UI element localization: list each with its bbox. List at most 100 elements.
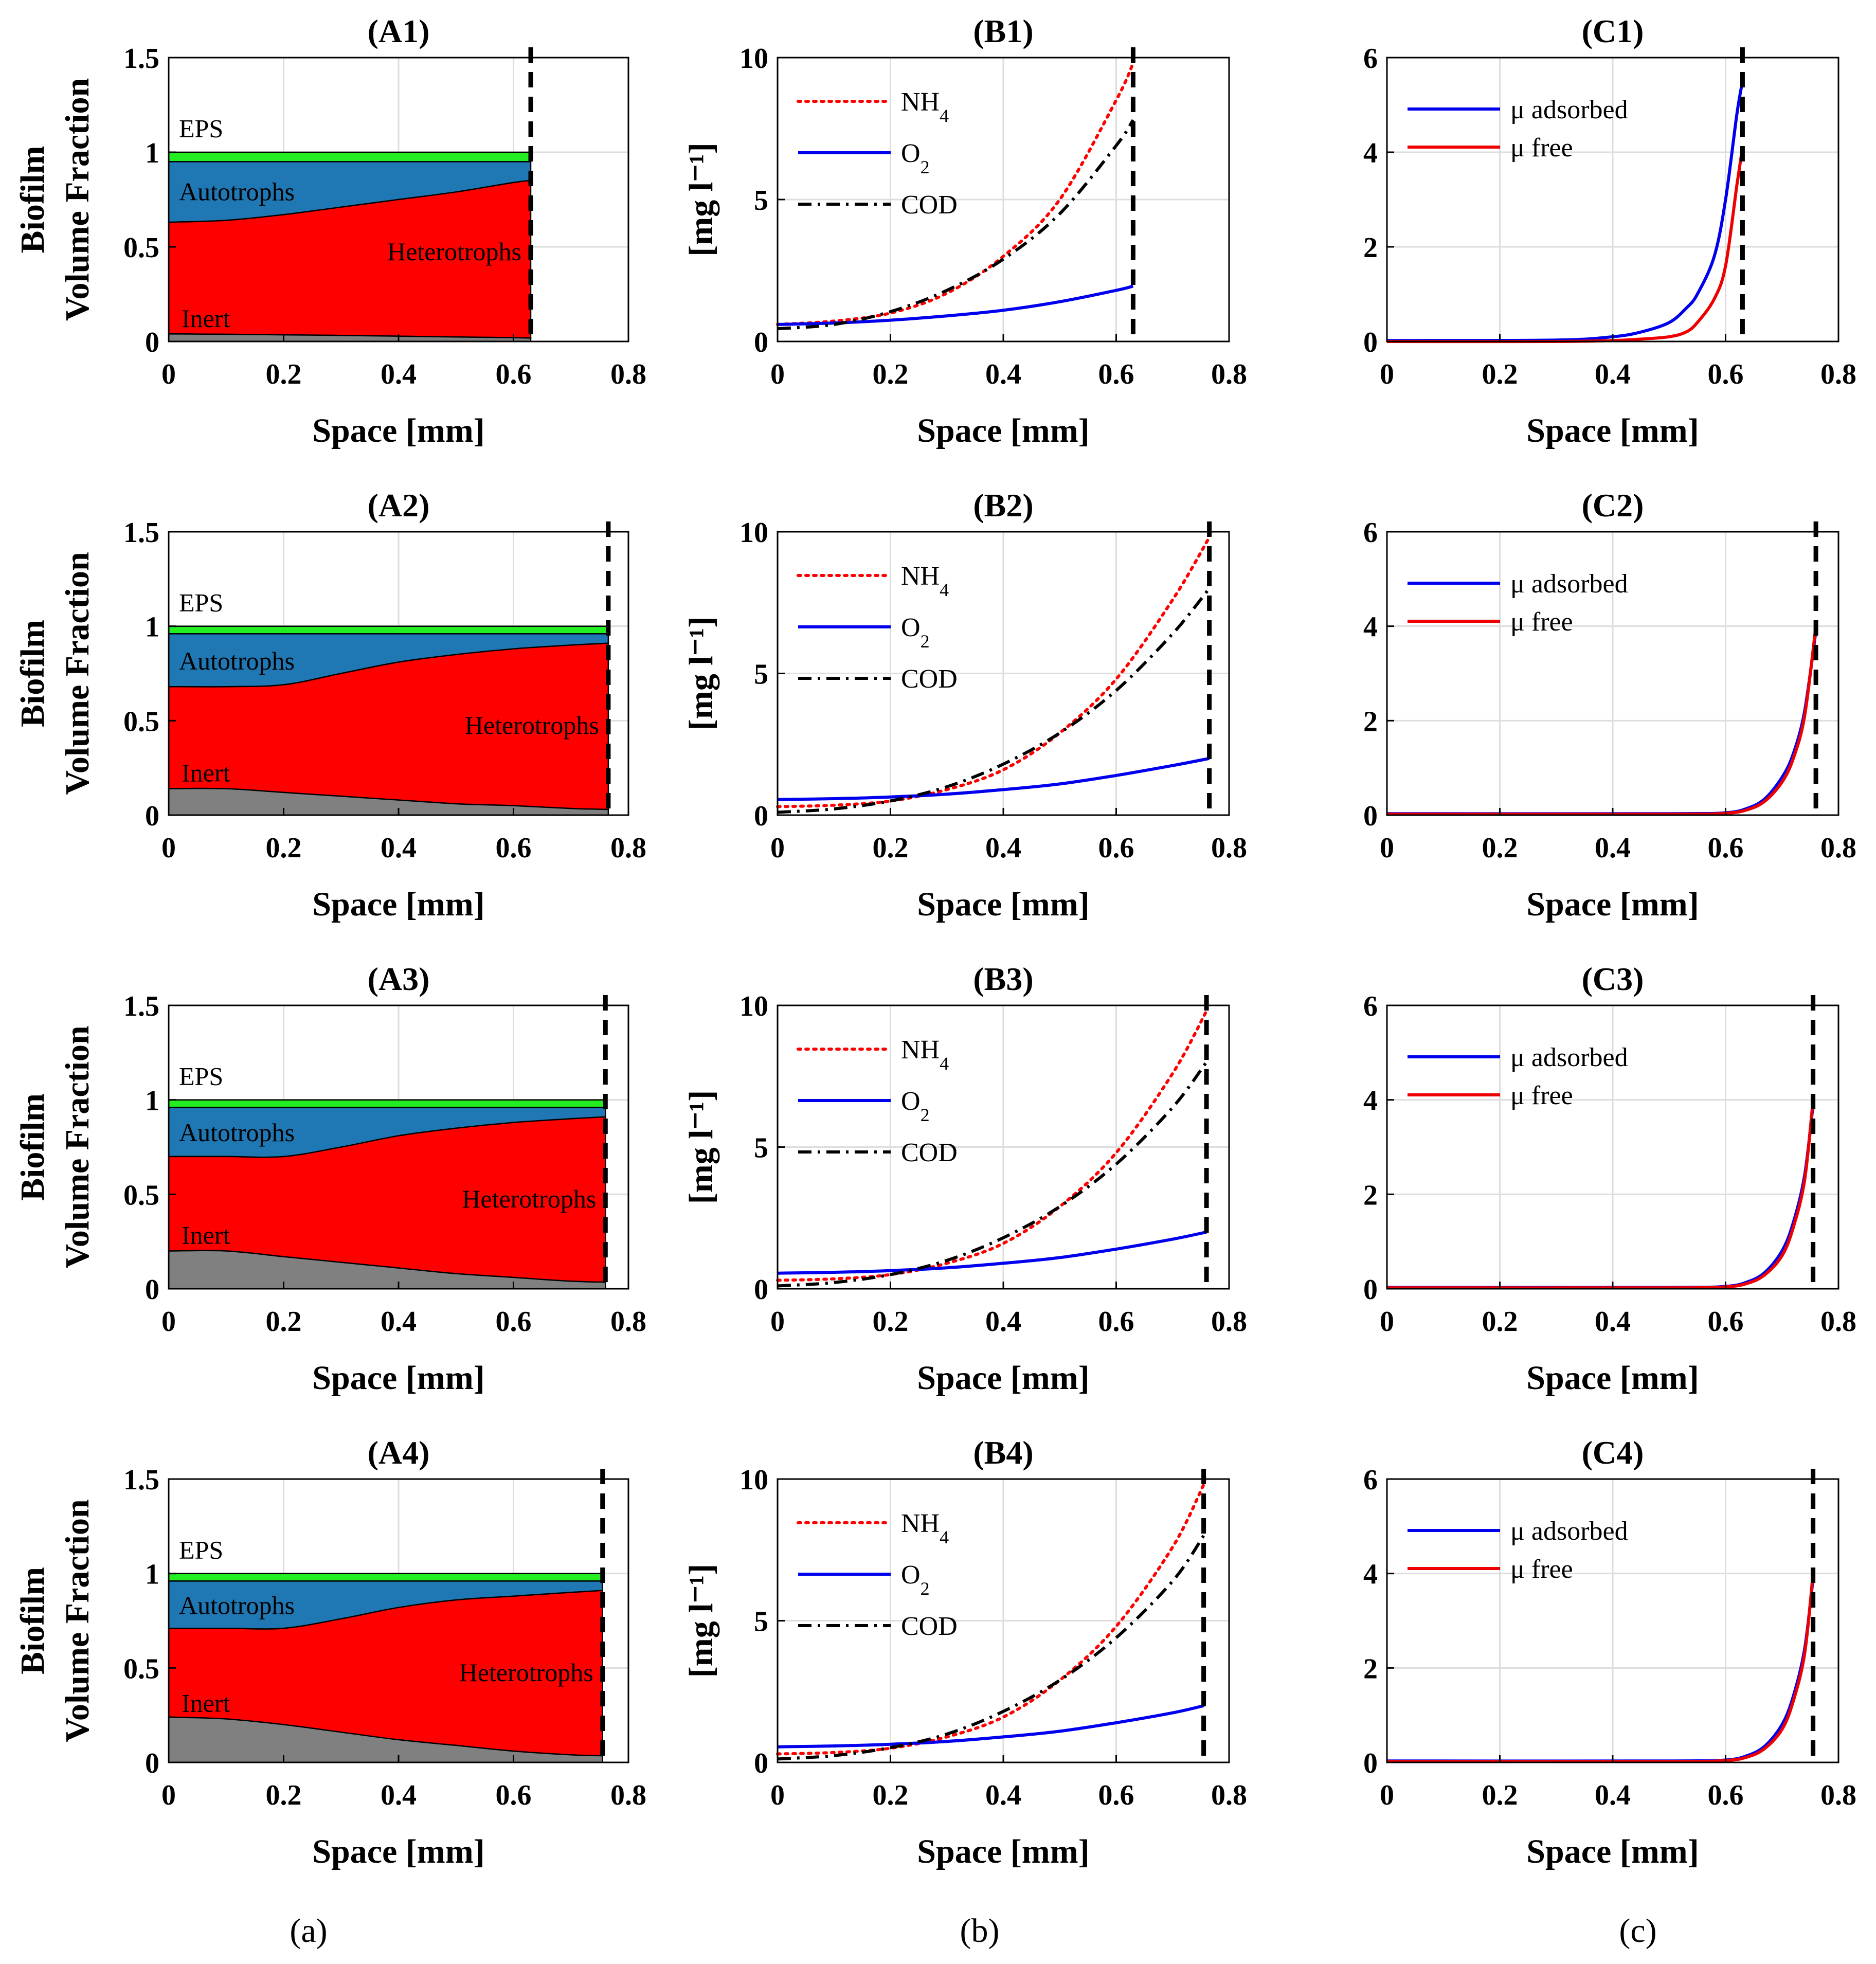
panel-a2: EPS Autotrophs Heterotrophs Inert 0 0.2 0.4 0.6… xyxy=(14,487,646,923)
y-axis-label: [mg l⁻¹] xyxy=(682,142,720,256)
y-axis-label: [mg l⁻¹] xyxy=(682,1564,720,1678)
x-tick-label: 0.8 xyxy=(1211,1779,1247,1811)
y-tick-label: 0 xyxy=(754,1747,768,1779)
x-axis-label: Space [mm] xyxy=(1526,1359,1699,1397)
x-tick-label: 0.4 xyxy=(381,1306,417,1338)
legend-entry-o2: O2 xyxy=(901,613,930,652)
x-tick-label: 0.8 xyxy=(610,1306,646,1338)
panel-title: (C3) xyxy=(1582,961,1644,997)
label-heterotrophs: Heterotrophs xyxy=(459,1658,593,1687)
y-axis-label-line2: Volume Fraction xyxy=(59,1499,96,1742)
x-axis-label: Space [mm] xyxy=(1526,1833,1699,1870)
x-axis-label: Space [mm] xyxy=(1526,886,1699,923)
x-tick-label: 0.6 xyxy=(496,358,532,390)
series-line-o2 xyxy=(777,1230,1207,1275)
panel-title: (B2) xyxy=(973,487,1033,524)
x-tick-label: 0.2 xyxy=(266,358,302,390)
legend-entry-o2: O2 xyxy=(901,139,930,177)
y-axis-label-line2: Volume Fraction xyxy=(59,552,96,795)
label-inert: Inert xyxy=(182,1221,230,1250)
y-tick-label: 4 xyxy=(1363,1085,1378,1117)
y-tick-label: 1.5 xyxy=(123,990,159,1022)
legend-entry-cod: COD xyxy=(901,1612,958,1641)
panel-title: (A4) xyxy=(368,1434,430,1471)
y-tick-label: 6 xyxy=(1363,1464,1378,1496)
y-tick-label: 0 xyxy=(145,327,159,358)
y-tick-label: 2 xyxy=(1363,232,1378,264)
x-axis-label: Space [mm] xyxy=(917,1359,1089,1397)
x-tick-label: 0.6 xyxy=(1098,1306,1134,1338)
legend-entry-nh4: NH4 xyxy=(901,1035,949,1074)
x-axis-label: Space [mm] xyxy=(312,1833,484,1870)
label-inert: Inert xyxy=(182,759,230,787)
label-eps: EPS xyxy=(179,1535,223,1564)
x-tick-label: 0.8 xyxy=(1820,1779,1856,1811)
label-autotrophs: Autotrophs xyxy=(179,646,295,675)
x-tick-label: 0.4 xyxy=(985,1306,1021,1338)
y-tick-label: 1 xyxy=(145,611,159,643)
y-tick-label: 5 xyxy=(754,1606,768,1638)
x-tick-label: 0.8 xyxy=(1211,1306,1247,1338)
caption-a: (a) xyxy=(290,1912,327,1950)
y-tick-label: 10 xyxy=(739,990,768,1022)
y-tick-label: 5 xyxy=(754,1132,768,1164)
series-line-cod xyxy=(777,587,1211,814)
y-tick-label: 0 xyxy=(754,1274,768,1306)
y-tick-label: 5 xyxy=(754,659,768,691)
panel-b4: NH4 O2 COD 0 0.2 0.4 0.6 0.8 0 5 10 (B4) Space [mm] [… xyxy=(682,1434,1247,1870)
label-eps: EPS xyxy=(179,588,223,617)
panel-c3: μ adsorbed μ free 0 0.2 0.4 0.6 0.8 0 2 4 6 (C3) Spa… xyxy=(1363,961,1856,1397)
panel-title: (C2) xyxy=(1582,487,1644,524)
x-tick-label: 0.4 xyxy=(381,358,417,390)
panel-title: (B4) xyxy=(973,1434,1033,1471)
x-tick-label: 0.6 xyxy=(1098,1779,1134,1811)
y-axis-label-line1: Biofilm xyxy=(14,146,51,254)
panel-b3: NH4 O2 COD 0 0.2 0.4 0.6 0.8 0 5 10 (B3) Space [mm] [… xyxy=(682,961,1247,1397)
panel-a4: EPS Autotrophs Heterotrophs Inert 0 0.2 0.4 0.6… xyxy=(14,1434,646,1870)
y-axis-label: [mg l⁻¹] xyxy=(682,1090,720,1204)
y-axis-label-line1: Biofilm xyxy=(14,620,51,727)
panel-title: (C4) xyxy=(1582,1434,1644,1471)
x-tick-label: 0.6 xyxy=(1708,832,1744,864)
area-eps xyxy=(168,1573,603,1582)
panel-title: (A3) xyxy=(368,961,430,997)
legend-entry-mu-free: μ free xyxy=(1510,607,1573,637)
series-line-mu-free xyxy=(1386,1573,1815,1763)
x-axis-label: Space [mm] xyxy=(917,1833,1089,1870)
legend-entry-mu-adsorbed: μ adsorbed xyxy=(1510,569,1628,599)
y-tick-label: 4 xyxy=(1363,611,1378,643)
x-tick-label: 0.4 xyxy=(985,832,1021,864)
y-tick-label: 0 xyxy=(1363,327,1378,358)
x-tick-label: 0.2 xyxy=(266,1306,302,1338)
y-tick-label: 0.5 xyxy=(123,232,159,264)
x-tick-label: 0.8 xyxy=(1211,358,1247,390)
y-tick-label: 0.5 xyxy=(123,1653,159,1685)
y-axis-label-line2: Volume Fraction xyxy=(59,78,96,321)
legend-entry-nh4: NH4 xyxy=(901,562,949,600)
x-tick-label: 0.8 xyxy=(1211,832,1247,864)
x-tick-label: 0.6 xyxy=(1098,358,1134,390)
legend-entry-mu-adsorbed: μ adsorbed xyxy=(1510,1043,1628,1072)
x-tick-label: 0.8 xyxy=(1820,832,1856,864)
y-axis-label: [mg l⁻¹] xyxy=(682,617,720,730)
label-autotrophs: Autotrophs xyxy=(179,1118,295,1147)
x-tick-label: 0.4 xyxy=(381,1779,417,1811)
series-line-cod xyxy=(777,119,1134,331)
y-tick-label: 6 xyxy=(1363,43,1378,75)
x-tick-label: 0.4 xyxy=(985,1779,1021,1811)
series-line-mu-adsorbed xyxy=(1386,630,1818,816)
label-heterotrophs: Heterotrophs xyxy=(462,1184,596,1213)
y-tick-label: 10 xyxy=(739,517,768,549)
y-tick-label: 1 xyxy=(145,1559,159,1591)
panel-c2: μ adsorbed μ free 0 0.2 0.4 0.6 0.8 0 2 4 6 (C2) Spa… xyxy=(1363,487,1856,923)
x-tick-label: 0.2 xyxy=(873,1779,909,1811)
legend-entry-mu-free: μ free xyxy=(1510,1555,1573,1584)
series-line-cod xyxy=(777,1061,1208,1288)
x-tick-label: 0 xyxy=(770,832,785,864)
y-tick-label: 0 xyxy=(754,327,768,358)
legend-entry-o2: O2 xyxy=(901,1560,930,1599)
series-line-mu-free xyxy=(1386,626,1818,816)
y-tick-label: 4 xyxy=(1363,137,1378,169)
x-axis-label: Space [mm] xyxy=(1526,412,1699,449)
